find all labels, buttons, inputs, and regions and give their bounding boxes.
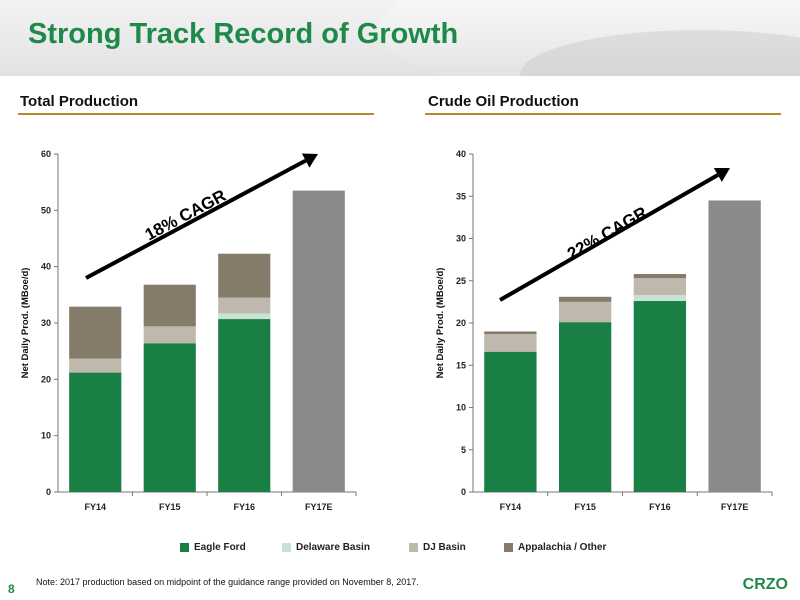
legend-label: Eagle Ford bbox=[194, 542, 246, 553]
x-tick-label: FY15 bbox=[159, 502, 181, 512]
bar-segment-eagle-ford bbox=[484, 351, 537, 492]
bar-segment-delaware-basin bbox=[633, 295, 687, 302]
right-title-rule bbox=[425, 113, 781, 115]
cagr-label: 18% CAGR bbox=[142, 186, 229, 245]
legend-label: DJ Basin bbox=[423, 542, 466, 553]
y-tick-label: 40 bbox=[456, 149, 466, 159]
x-tick-label: FY14 bbox=[500, 502, 522, 512]
y-tick-label: 10 bbox=[41, 431, 51, 441]
bar-segment-appalachia-other bbox=[633, 273, 687, 279]
y-tick-label: 15 bbox=[456, 360, 466, 370]
legend-item-delaware-basin: Delaware Basin bbox=[282, 542, 370, 553]
cagr-arrow-head bbox=[713, 168, 730, 182]
bar-fy17e-total bbox=[292, 190, 345, 492]
total-production-chart: 0 10 20 30 40 50 60 Net Daily Prod. (MBoe/d) FY1… bbox=[20, 149, 357, 512]
bar-segment-appalachia-other bbox=[558, 296, 612, 302]
bar-segment-dj-basin bbox=[558, 301, 612, 323]
chart-legend: Eagle Ford Delaware Basin DJ Basin Appal… bbox=[0, 542, 800, 558]
left-chart-title: Total Production bbox=[20, 93, 139, 110]
left-title-rule bbox=[18, 113, 374, 115]
bar-segment-eagle-ford bbox=[558, 322, 612, 492]
y-tick-label: 20 bbox=[41, 374, 51, 384]
x-tick-label: FY17E bbox=[305, 502, 333, 512]
y-tick-label: 40 bbox=[41, 262, 51, 272]
bar-segment-appalachia-other bbox=[69, 306, 122, 359]
bar-segment-dj-basin bbox=[69, 358, 122, 373]
legend-swatch bbox=[282, 543, 291, 552]
bar-segment-delaware-basin bbox=[218, 313, 271, 320]
legend-swatch bbox=[409, 543, 418, 552]
y-tick-label: 5 bbox=[461, 445, 466, 455]
y-tick-label: 30 bbox=[456, 234, 466, 244]
legend-swatch bbox=[180, 543, 189, 552]
bar-segment-eagle-ford bbox=[69, 372, 122, 492]
cagr-label: 22% CAGR bbox=[564, 203, 650, 264]
cagr-arrow-head bbox=[301, 153, 318, 168]
y-tick-label: 0 bbox=[46, 487, 51, 497]
legend-item-dj-basin: DJ Basin bbox=[409, 542, 466, 553]
y-tick-label: 35 bbox=[456, 191, 466, 201]
right-chart-title: Crude Oil Production bbox=[428, 93, 579, 110]
y-axis-title: Net Daily Prod. (MBoe/d) bbox=[435, 268, 446, 379]
legend-label: Delaware Basin bbox=[296, 542, 370, 553]
x-tick-label: FY16 bbox=[649, 502, 671, 512]
legend-swatch bbox=[504, 543, 513, 552]
y-tick-label: 10 bbox=[456, 403, 466, 413]
crude-oil-production-chart: 0 5 10 15 20 25 30 35 40 Net Daily Prod. (MBoe/d)… bbox=[435, 149, 773, 512]
y-tick-label: 30 bbox=[41, 318, 51, 328]
y-tick-label: 0 bbox=[461, 487, 466, 497]
legend-item-eagle-ford: Eagle Ford bbox=[180, 542, 246, 553]
bar-segment-appalachia-other bbox=[143, 284, 196, 327]
bar-segment-eagle-ford bbox=[633, 301, 687, 492]
bar-fy17e-total bbox=[708, 200, 761, 492]
x-tick-label: FY16 bbox=[233, 502, 255, 512]
y-tick-label: 20 bbox=[456, 318, 466, 328]
footnote: Note: 2017 production based on midpoint … bbox=[36, 577, 419, 587]
slide-title: Strong Track Record of Growth bbox=[28, 18, 459, 50]
x-tick-label: FY14 bbox=[84, 502, 106, 512]
y-tick-label: 25 bbox=[456, 276, 466, 286]
y-tick-label: 50 bbox=[41, 205, 51, 215]
slide-header: Strong Track Record of Growth bbox=[0, 0, 800, 76]
bar-segment-dj-basin bbox=[218, 297, 271, 314]
cagr-arrow-line bbox=[85, 158, 307, 280]
header-decoration bbox=[380, 0, 800, 76]
x-tick-label: FY17E bbox=[721, 502, 749, 512]
bar-segment-dj-basin bbox=[484, 333, 537, 352]
legend-item-appalachia-other: Appalachia / Other bbox=[504, 542, 606, 553]
y-tick-label: 60 bbox=[41, 149, 51, 159]
x-tick-label: FY15 bbox=[574, 502, 596, 512]
bar-segment-eagle-ford bbox=[218, 319, 271, 492]
bar-segment-dj-basin bbox=[633, 278, 687, 296]
cagr-arrow-line bbox=[499, 173, 719, 302]
company-logo: CRZO bbox=[742, 576, 788, 593]
bar-segment-appalachia-other bbox=[218, 253, 271, 298]
bar-segment-appalachia-other bbox=[484, 331, 537, 334]
legend-label: Appalachia / Other bbox=[518, 542, 607, 553]
page-number: 8 bbox=[8, 582, 15, 596]
bar-segment-dj-basin bbox=[143, 326, 196, 344]
bar-segment-eagle-ford bbox=[143, 343, 196, 492]
y-axis-title: Net Daily Prod. (MBoe/d) bbox=[20, 268, 31, 379]
